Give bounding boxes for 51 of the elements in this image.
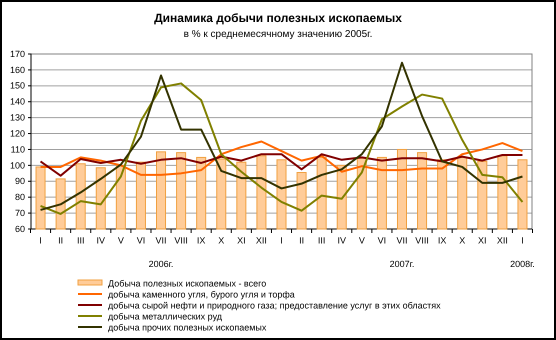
y-tick-label: 70 xyxy=(14,208,25,218)
legend-label: Добыча полезных ископаемых - всего xyxy=(108,278,266,288)
x-tick-label: VIII xyxy=(174,236,188,246)
x-tick-label: X xyxy=(459,236,466,246)
y-tick-label: 130 xyxy=(10,112,25,123)
legend-label: добыча каменного угля, бурого угля и торфа xyxy=(108,290,295,300)
x-tick-label: V xyxy=(358,236,365,246)
legend-label: добыча сырой нефти и природного газа; предоставление услуг в этих областях xyxy=(108,300,442,310)
line-series xyxy=(40,153,524,177)
line-series xyxy=(40,140,524,176)
x-tick-label: VIII xyxy=(415,236,429,246)
x-tick-label: II xyxy=(299,236,304,246)
x-tick-label: IX xyxy=(438,236,446,246)
y-tick-label: 170 xyxy=(10,48,25,59)
y-tick-label: 110 xyxy=(10,144,25,154)
x-tick-label: VII xyxy=(156,236,167,246)
x-tick-label: III xyxy=(318,236,326,246)
x-tick-label: VI xyxy=(378,236,386,246)
x-tick-label: XII xyxy=(256,236,267,246)
y-tick-label: 80 xyxy=(14,192,25,202)
x-tick-label: XI xyxy=(478,236,487,246)
x-tick-label: VII xyxy=(396,236,408,246)
chart-title: Динамика добычи полезных ископаемых xyxy=(154,11,402,25)
y-tick-label: 140 xyxy=(10,96,25,107)
x-tick-label: I xyxy=(39,236,42,246)
line-series xyxy=(40,62,524,211)
chart-subtitle: в % к среднемесячному значению 2005г. xyxy=(184,29,372,40)
text: 2006г. xyxy=(148,259,174,269)
line-series xyxy=(40,82,524,215)
legend-label: добыча прочих полезных ископаемых xyxy=(108,322,267,332)
y-tick-label: 120 xyxy=(10,128,25,138)
y-tick-label: 160 xyxy=(10,64,25,75)
y-tick-label: 150 xyxy=(10,80,25,91)
x-tick-label: I xyxy=(521,236,524,246)
x-tick-label: IX xyxy=(196,236,206,246)
x-tick-label: IV xyxy=(96,236,106,246)
x-tick-label: I xyxy=(280,236,283,246)
x-tick-label: III xyxy=(76,236,84,246)
legend-label: добыча металлических руд xyxy=(108,312,223,322)
text: 2008г. xyxy=(510,259,535,269)
x-tick-label: XII xyxy=(496,236,508,246)
x-tick-label: X xyxy=(218,236,224,246)
x-tick-label: XI xyxy=(237,236,246,246)
text: 2007г. xyxy=(390,259,414,269)
x-tick-label: VI xyxy=(136,236,146,246)
x-tick-label: IV xyxy=(337,236,346,246)
y-tick-label: 90 xyxy=(14,176,25,186)
x-tick-label: V xyxy=(118,236,124,246)
y-tick-label: 100 xyxy=(10,160,25,170)
y-tick-label: 60 xyxy=(14,224,25,234)
x-tick-label: II xyxy=(58,236,64,246)
